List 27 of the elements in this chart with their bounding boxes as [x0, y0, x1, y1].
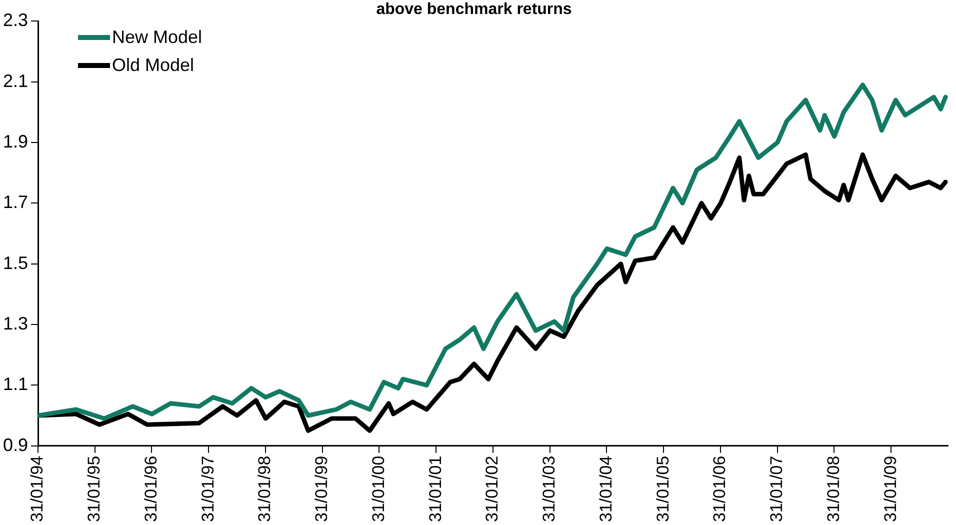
- y-tick-label: 0.9: [2, 434, 28, 455]
- x-tick-label: 31/01/03: [540, 456, 559, 522]
- x-tick-label: 31/01/06: [710, 456, 730, 522]
- x-tick-label: 31/01/09: [880, 456, 900, 522]
- x-tick-label: 31/01/01: [426, 456, 445, 522]
- y-tick-label: 1.7: [2, 192, 28, 212]
- y-tick-label: 1.9: [2, 131, 28, 152]
- y-tick-label: 1.3: [2, 313, 28, 334]
- x-tick-label: 31/01/96: [141, 456, 160, 522]
- chart-title: above benchmark returns: [376, 1, 572, 18]
- x-tick-label: 31/01/04: [596, 456, 616, 522]
- x-tick-label: 31/01/05: [653, 456, 672, 522]
- x-tick-label: 31/01/07: [767, 456, 786, 522]
- x-tick-label: 31/01/02: [482, 456, 502, 522]
- y-tick-label: 1.1: [2, 374, 28, 394]
- x-tick-label: 31/01/08: [824, 456, 843, 522]
- legend-label: Old Model: [112, 54, 194, 76]
- x-tick-label: 31/01/95: [84, 456, 104, 522]
- x-tick-label: 31/01/00: [368, 456, 388, 522]
- x-tick-label: 31/01/98: [255, 456, 274, 522]
- x-tick-label: 31/01/99: [312, 456, 332, 522]
- y-tick-label: 2.1: [2, 70, 28, 91]
- y-tick-label: 2.3: [2, 10, 28, 30]
- y-tick-label: 1.5: [2, 252, 28, 273]
- x-tick-label: 31/01/94: [28, 456, 47, 522]
- x-tick-label: 31/01/97: [198, 456, 218, 522]
- legend-label: New Model: [112, 26, 202, 48]
